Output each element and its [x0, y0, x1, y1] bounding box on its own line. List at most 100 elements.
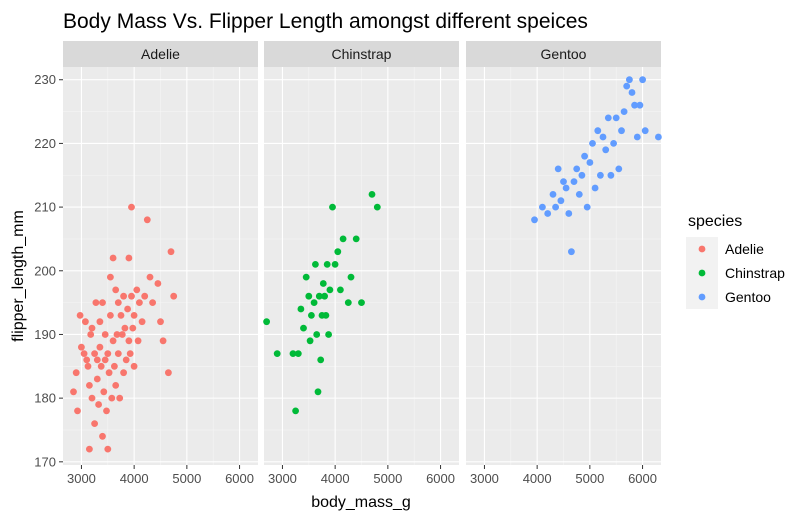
data-point-adelie	[125, 254, 133, 262]
data-point-gentoo	[655, 133, 662, 141]
data-point-gentoo	[578, 171, 586, 179]
data-point-adelie	[82, 318, 89, 326]
data-point-chinstrap	[339, 235, 347, 243]
data-point-adelie	[107, 273, 114, 281]
data-point-adelie	[130, 312, 138, 319]
data-point-gentoo	[615, 165, 623, 173]
data-point-gentoo	[620, 108, 628, 115]
data-point-adelie	[129, 324, 137, 332]
data-point-adelie	[108, 394, 116, 402]
data-point-adelie	[78, 343, 85, 351]
data-point-gentoo	[618, 127, 625, 135]
data-point-adelie	[136, 299, 143, 306]
data-point-chinstrap	[347, 273, 355, 281]
data-point-chinstrap	[325, 331, 332, 338]
data-point-chinstrap	[294, 350, 302, 357]
data-point-gentoo	[539, 203, 546, 211]
data-point-adelie	[118, 331, 126, 338]
data-point-adelie	[128, 203, 135, 211]
data-point-chinstrap	[314, 388, 322, 396]
data-point-gentoo	[599, 133, 607, 141]
data-point-adelie	[97, 362, 105, 370]
facet-panel-adelie: Adelie	[63, 41, 258, 465]
data-point-gentoo	[636, 101, 644, 109]
data-point-gentoo	[597, 171, 604, 179]
data-point-adelie	[117, 312, 125, 319]
data-point-chinstrap	[297, 305, 305, 313]
data-point-gentoo	[602, 146, 610, 154]
y-tick-label: 220	[34, 136, 56, 151]
data-point-adelie	[120, 292, 127, 300]
data-point-adelie	[99, 432, 106, 440]
data-point-adelie	[157, 318, 164, 326]
y-axis: 170 180 190 200 210 220 230	[34, 72, 63, 469]
x-tick-label: 3000	[470, 471, 499, 486]
x-tick-label: 6000	[225, 471, 254, 486]
data-point-chinstrap	[319, 280, 327, 287]
data-point-gentoo	[575, 191, 583, 198]
data-point-chinstrap	[308, 312, 315, 319]
data-point-gentoo	[610, 140, 617, 147]
data-point-gentoo	[586, 159, 594, 166]
legend: species Adelie Chinstrap Gentoo	[686, 213, 785, 309]
data-point-adelie	[143, 216, 151, 224]
data-point-gentoo	[631, 101, 638, 109]
legend-symbol	[698, 269, 706, 277]
data-point-gentoo	[583, 203, 591, 211]
x-tick-label: 4000	[523, 471, 552, 486]
data-point-gentoo	[633, 133, 641, 141]
legend-item-adelie: Adelie	[686, 237, 764, 261]
data-point-adelie	[76, 312, 84, 319]
data-point-adelie	[103, 407, 110, 415]
data-point-gentoo	[626, 76, 633, 84]
x-tick-label: 5000	[172, 471, 201, 486]
data-point-chinstrap	[326, 286, 334, 294]
x-tick-label: 3000	[268, 471, 297, 486]
data-point-gentoo	[565, 210, 573, 217]
data-point-chinstrap	[263, 318, 270, 326]
data-point-chinstrap	[334, 248, 342, 256]
facet-panels: Adelie Chinstrap Gentoo	[63, 41, 662, 465]
data-point-chinstrap	[313, 331, 321, 338]
y-tick-label: 180	[34, 391, 56, 406]
data-point-chinstrap	[317, 356, 325, 364]
data-point-adelie	[95, 401, 102, 408]
data-point-gentoo	[594, 127, 602, 135]
facet-strip-label: Chinstrap	[332, 46, 392, 62]
y-tick-label: 190	[34, 327, 56, 342]
data-point-adelie	[159, 337, 167, 345]
data-point-chinstrap	[273, 350, 281, 357]
data-point-adelie	[91, 350, 98, 357]
data-point-gentoo	[604, 114, 612, 122]
data-point-adelie	[104, 445, 112, 453]
data-point-adelie	[130, 362, 138, 370]
data-point-gentoo	[560, 178, 567, 186]
data-point-gentoo	[562, 184, 570, 192]
y-tick-label: 200	[34, 263, 56, 278]
data-point-adelie	[96, 318, 104, 326]
data-point-adelie	[146, 273, 154, 281]
data-point-adelie	[126, 350, 134, 357]
data-point-adelie	[86, 445, 93, 453]
data-point-adelie	[91, 420, 98, 427]
data-point-chinstrap	[352, 235, 360, 243]
x-axis: 3000 4000 5000 6000 3000 4000 5000 6000 3000 4000…	[67, 465, 657, 486]
data-point-gentoo	[612, 114, 620, 122]
legend-label: Gentoo	[725, 289, 771, 305]
data-point-adelie	[100, 388, 108, 396]
data-point-chinstrap	[337, 286, 344, 294]
data-point-chinstrap	[331, 261, 339, 268]
data-point-gentoo	[544, 210, 552, 217]
y-tick-label: 230	[34, 72, 56, 87]
data-point-adelie	[101, 356, 109, 364]
data-point-chinstrap	[373, 203, 381, 211]
data-point-adelie	[167, 248, 175, 256]
data-point-chinstrap	[358, 299, 365, 306]
data-point-gentoo	[554, 165, 562, 173]
data-point-adelie	[88, 324, 96, 332]
data-point-adelie	[121, 324, 129, 332]
data-point-chinstrap	[329, 203, 336, 211]
data-point-adelie	[116, 394, 124, 402]
facet-panel-chinstrap: Chinstrap	[263, 41, 459, 465]
legend-item-gentoo: Gentoo	[686, 285, 771, 309]
